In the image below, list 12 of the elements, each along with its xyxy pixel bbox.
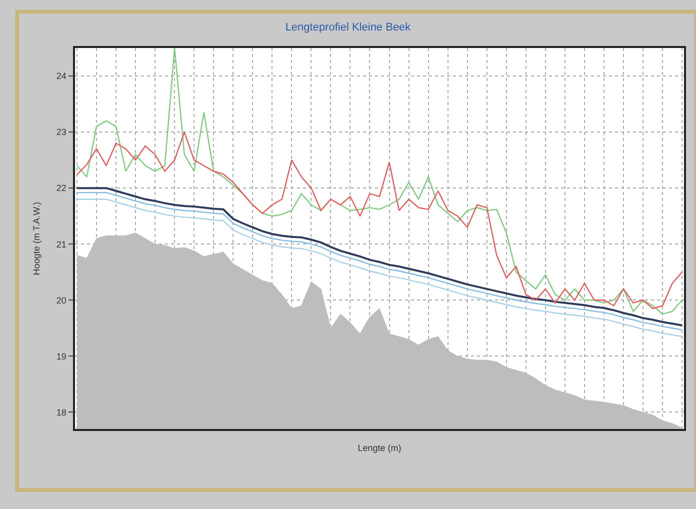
- y-tick-label: 23: [56, 127, 66, 138]
- line-series: [76, 48, 683, 315]
- y-axis-title: Hoogte (m T.A.W.): [31, 202, 42, 276]
- y-tick-label: 24: [56, 71, 66, 82]
- y-tick-label: 20: [56, 295, 66, 306]
- y-tick-label: 21: [56, 239, 66, 250]
- y-tick-label: 18: [56, 407, 66, 418]
- chart-title: Lengteprofiel Kleine Beek: [285, 22, 412, 34]
- y-tick-label: 19: [56, 351, 66, 362]
- x-axis-title: Lengte (m): [358, 443, 402, 454]
- y-tick-label: 22: [56, 183, 66, 194]
- line-series: [76, 131, 683, 310]
